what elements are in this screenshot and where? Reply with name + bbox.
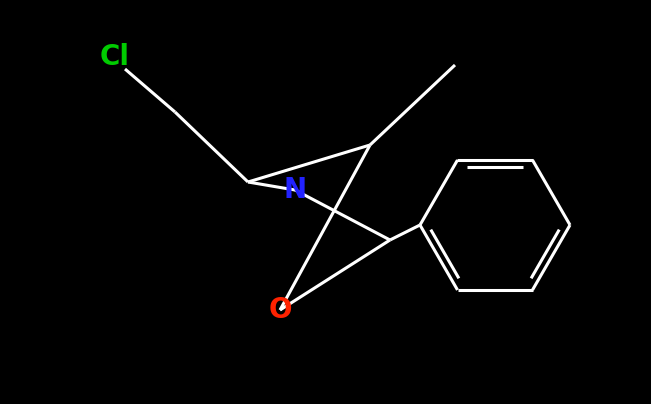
Text: N: N: [283, 176, 307, 204]
Text: Cl: Cl: [100, 43, 130, 71]
Text: O: O: [268, 296, 292, 324]
